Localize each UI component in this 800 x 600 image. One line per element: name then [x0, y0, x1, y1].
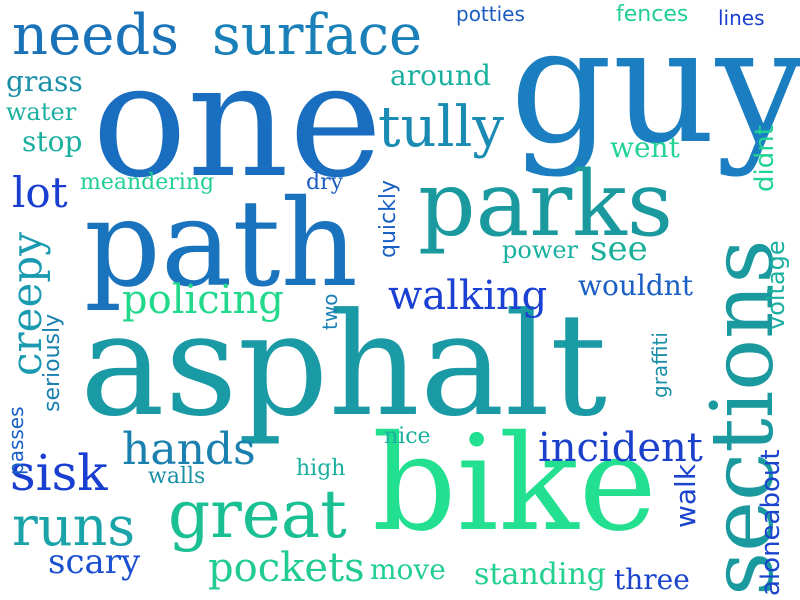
word-walls: walls [148, 464, 206, 489]
word-incident: incident [538, 425, 703, 471]
word-wouldnt: wouldnt [578, 269, 694, 302]
word-around: around [390, 59, 491, 92]
word-path: path [84, 175, 358, 314]
word-went: went [610, 131, 680, 164]
word-meandering: meandering [80, 170, 215, 195]
word-tully: tully [378, 95, 505, 160]
word-great: great [168, 476, 347, 553]
word-nice: nice [384, 424, 431, 449]
word-one: one [92, 29, 383, 213]
word-guy: guy [510, 0, 800, 179]
word-three: three [614, 563, 690, 596]
word-two: two [318, 293, 342, 330]
word-walk: walk [669, 463, 702, 528]
word-standing: standing [474, 557, 606, 592]
word-potties: potties [456, 2, 525, 26]
word-parks: parks [418, 152, 674, 257]
word-asphalt: asphalt [80, 283, 608, 448]
word-high: high [296, 456, 346, 481]
word-graffiti: graffiti [648, 332, 672, 398]
word-scary: scary [48, 542, 141, 582]
word-water: water [6, 98, 77, 126]
word-power: power [502, 236, 579, 264]
word-runs: runs [12, 495, 136, 558]
word-seriously: seriously [40, 313, 65, 412]
word-quickly: quickly [376, 180, 401, 258]
word-move: move [370, 553, 446, 586]
word-dry: dry [306, 170, 344, 195]
word-passes: passes [4, 406, 28, 475]
word-walking: walking [388, 273, 548, 319]
word-grass: grass [6, 65, 83, 98]
word-surface: surface [212, 3, 423, 68]
word-stop: stop [22, 125, 83, 158]
word-lines: lines [718, 6, 765, 30]
word-fences: fences [616, 2, 689, 27]
word-didnt: didnt [750, 125, 780, 192]
word-pockets: pockets [208, 545, 365, 591]
word-policing: policing [122, 277, 284, 323]
word-aloneabout: aloneabout [756, 449, 786, 596]
word-hands: hands [122, 424, 256, 475]
word-sisk: sisk [10, 444, 108, 502]
word-bike: bike [372, 407, 657, 561]
word-see: see [590, 229, 648, 269]
word-voltage: voltage [762, 240, 790, 330]
word-needs: needs [12, 3, 179, 68]
word-lot: lot [12, 168, 68, 217]
